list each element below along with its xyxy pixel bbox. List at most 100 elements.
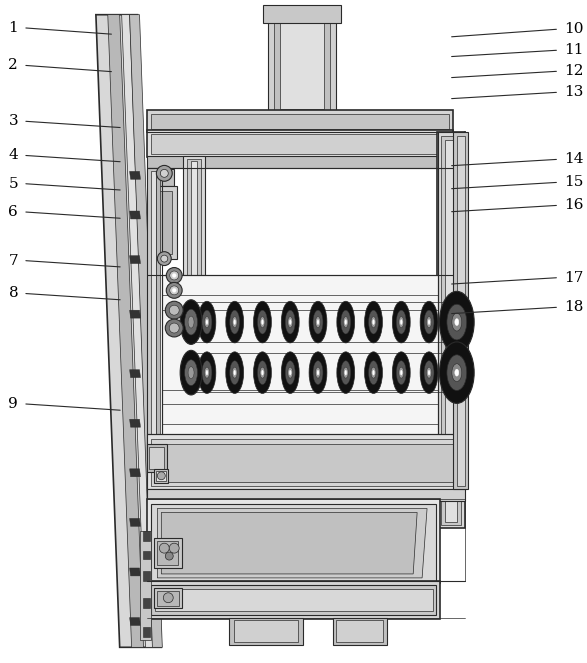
Ellipse shape (371, 367, 376, 378)
Ellipse shape (309, 352, 327, 393)
Ellipse shape (369, 310, 379, 334)
Ellipse shape (337, 301, 355, 343)
Ellipse shape (234, 370, 236, 375)
Bar (183, 156, 205, 434)
Polygon shape (130, 256, 140, 264)
Bar (151, 171, 156, 528)
Polygon shape (161, 512, 417, 574)
Ellipse shape (234, 320, 236, 325)
Text: 11: 11 (564, 43, 583, 57)
Text: 7: 7 (9, 253, 18, 267)
Ellipse shape (289, 370, 291, 375)
Ellipse shape (369, 361, 379, 385)
Ellipse shape (230, 310, 239, 334)
Bar (441, 136, 461, 525)
Circle shape (157, 252, 171, 266)
Bar (234, 619, 298, 642)
Ellipse shape (232, 367, 237, 378)
Bar (143, 551, 150, 559)
Text: 13: 13 (564, 86, 583, 99)
Ellipse shape (420, 301, 438, 343)
Bar (437, 132, 465, 528)
Ellipse shape (427, 317, 431, 328)
Polygon shape (130, 617, 140, 625)
Ellipse shape (188, 367, 194, 379)
Ellipse shape (341, 361, 350, 385)
Ellipse shape (166, 268, 182, 283)
Bar (151, 114, 449, 129)
Ellipse shape (258, 361, 268, 385)
Ellipse shape (169, 305, 179, 315)
Text: 9: 9 (8, 397, 18, 411)
Ellipse shape (260, 367, 265, 378)
Ellipse shape (170, 286, 178, 295)
Text: 15: 15 (564, 175, 583, 189)
Ellipse shape (373, 370, 375, 375)
Bar (156, 589, 433, 611)
Ellipse shape (166, 282, 182, 298)
Ellipse shape (260, 317, 265, 328)
Ellipse shape (447, 355, 467, 391)
Ellipse shape (204, 367, 210, 378)
Ellipse shape (172, 288, 176, 292)
Bar (143, 627, 150, 637)
Ellipse shape (424, 310, 434, 334)
Text: 14: 14 (564, 152, 583, 166)
Bar (453, 132, 468, 489)
Text: 16: 16 (564, 198, 583, 212)
Ellipse shape (185, 360, 197, 386)
Ellipse shape (455, 369, 459, 376)
Text: 12: 12 (564, 64, 583, 78)
Ellipse shape (343, 317, 348, 328)
Bar (151, 585, 436, 615)
Ellipse shape (185, 309, 197, 335)
Ellipse shape (281, 352, 299, 393)
Ellipse shape (341, 310, 350, 334)
Polygon shape (108, 15, 143, 647)
Bar (151, 439, 461, 486)
Ellipse shape (452, 313, 462, 331)
Polygon shape (96, 15, 161, 647)
Polygon shape (157, 509, 427, 578)
Polygon shape (130, 15, 163, 647)
Ellipse shape (198, 301, 216, 343)
Bar (143, 571, 150, 581)
Ellipse shape (447, 304, 467, 340)
Bar (147, 156, 453, 168)
Text: 8: 8 (9, 286, 18, 300)
Ellipse shape (281, 301, 299, 343)
Bar (274, 13, 330, 112)
Ellipse shape (399, 367, 404, 378)
Bar (143, 531, 150, 541)
Bar (187, 160, 201, 432)
Circle shape (163, 593, 173, 603)
Text: 10: 10 (564, 22, 583, 36)
Ellipse shape (343, 367, 348, 378)
Ellipse shape (166, 319, 183, 337)
Ellipse shape (258, 310, 268, 334)
Ellipse shape (317, 320, 319, 325)
Ellipse shape (188, 316, 194, 328)
Circle shape (156, 165, 172, 181)
Ellipse shape (180, 350, 202, 395)
Bar (147, 168, 159, 530)
Bar (147, 499, 440, 583)
Ellipse shape (198, 352, 216, 393)
Ellipse shape (206, 370, 208, 375)
Bar (154, 469, 168, 483)
Bar (156, 171, 160, 528)
Circle shape (160, 169, 168, 177)
Bar (157, 541, 178, 565)
Bar (445, 140, 457, 522)
Ellipse shape (206, 320, 208, 325)
Bar (268, 8, 336, 115)
Polygon shape (130, 419, 140, 427)
Bar (147, 489, 465, 501)
Ellipse shape (396, 310, 406, 334)
Bar (147, 444, 167, 472)
Ellipse shape (180, 300, 202, 344)
Bar (151, 503, 436, 581)
Ellipse shape (202, 310, 212, 334)
Ellipse shape (345, 370, 347, 375)
Ellipse shape (316, 317, 321, 328)
